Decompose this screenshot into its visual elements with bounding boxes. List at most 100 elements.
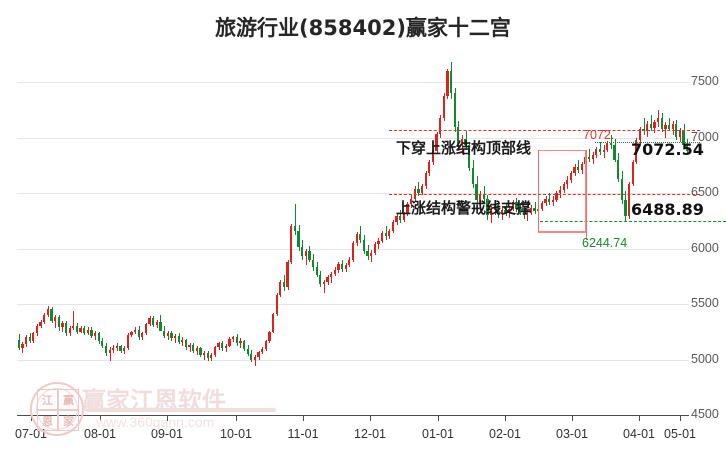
candle-body: [326, 277, 329, 282]
x-axis-tick-label: 11-01: [287, 427, 319, 441]
gridline: [17, 359, 689, 361]
candle-body: [75, 326, 79, 332]
candle-body: [253, 357, 257, 360]
candle-body: [90, 329, 93, 337]
candle-body: [653, 122, 656, 128]
candle-body: [50, 309, 53, 321]
candle-body: [424, 173, 427, 187]
gridline: [17, 304, 689, 306]
candle-body: [587, 156, 591, 159]
price-tag-support-big: 6488.89: [631, 200, 704, 219]
candle-body: [79, 327, 82, 332]
candle-body: [126, 334, 129, 349]
candle-body: [286, 261, 289, 288]
candle-body: [489, 209, 493, 216]
candle-body: [206, 352, 209, 359]
candle-body: [515, 202, 518, 209]
candle-body: [148, 318, 151, 325]
candle-wick: [197, 346, 198, 356]
structure-box: [538, 150, 586, 232]
candle-body: [500, 209, 504, 215]
candle-body: [370, 253, 373, 257]
candle-wick: [73, 310, 74, 331]
candle-body: [555, 193, 558, 200]
candle-body: [235, 337, 238, 343]
gridline: [17, 193, 689, 195]
candle-body: [468, 145, 471, 168]
x-axis-tick-mark: [100, 415, 101, 421]
candle-body: [391, 221, 395, 231]
candle-body: [32, 333, 35, 341]
candle-body: [213, 347, 217, 356]
watermark-underline: [86, 408, 276, 412]
price-tag-resistance-small: 7072.: [583, 128, 615, 142]
candle-body: [348, 259, 351, 266]
candle-body: [311, 259, 315, 268]
candle-body: [123, 348, 126, 352]
resistance-level-line: [389, 130, 700, 131]
candle-body: [686, 145, 689, 151]
candle-body: [152, 318, 155, 326]
x-axis-tick-mark: [303, 415, 304, 421]
annotation-break-top: 下穿上涨结构顶部线: [396, 139, 532, 157]
candle-wick: [240, 338, 241, 349]
candle-body: [115, 346, 119, 348]
candle-body: [569, 173, 573, 180]
gridline: [17, 137, 689, 139]
candle-body: [620, 178, 623, 200]
candle-wick: [182, 337, 183, 347]
candle-body: [439, 117, 442, 135]
candle-body: [271, 314, 275, 332]
x-axis-tick-mark: [370, 415, 371, 421]
candle-body: [508, 208, 511, 214]
x-axis-tick-label: 09-01: [151, 427, 183, 441]
box-top-line: [538, 150, 586, 151]
candle-body: [682, 131, 685, 146]
x-axis-tick-mark: [505, 415, 506, 421]
candle-body: [264, 340, 267, 349]
candle-body: [522, 211, 525, 216]
candle-body: [137, 329, 140, 338]
candle-body: [242, 340, 246, 349]
candle-body: [319, 275, 322, 285]
candle-wick: [160, 315, 161, 326]
candle-body: [301, 247, 304, 257]
y-axis-tick-label: 5500: [691, 296, 719, 311]
candle-body: [457, 126, 460, 146]
candle-body: [54, 317, 57, 321]
x-axis-tick-mark: [236, 415, 237, 421]
candle-body: [518, 208, 522, 212]
candle-body: [351, 243, 355, 260]
candle-body: [181, 340, 184, 342]
x-axis-line: [17, 415, 689, 416]
y-axis-tick-label: 4500: [691, 407, 719, 421]
candle-body: [315, 267, 318, 276]
candle-body: [602, 149, 605, 153]
candle-body: [61, 322, 64, 328]
candle-body: [188, 345, 191, 348]
candle-body: [86, 329, 89, 333]
candle-body: [232, 337, 235, 339]
candle-body: [112, 347, 115, 350]
candle-body: [613, 145, 616, 160]
candle-body: [526, 213, 529, 216]
candle-body: [72, 326, 75, 329]
seal-char-2: 赢: [58, 389, 79, 410]
candle-body: [656, 117, 660, 123]
candle-wick: [669, 117, 670, 131]
candle-body: [606, 143, 609, 150]
candle-body: [21, 344, 24, 349]
candle-body: [598, 148, 602, 153]
candle-body: [83, 327, 86, 333]
candle-body: [93, 332, 97, 337]
candle-body: [413, 188, 416, 199]
candle-body: [511, 202, 514, 209]
candle-body: [380, 233, 384, 241]
candle-body: [257, 352, 260, 358]
candle-body: [141, 333, 144, 338]
candle-body: [580, 164, 583, 170]
page-title: 旅游行业(858402)赢家十二宫: [215, 16, 511, 40]
candle-body: [646, 124, 649, 131]
candle-body: [282, 281, 286, 288]
y-axis-tick-label: 6500: [691, 185, 719, 200]
